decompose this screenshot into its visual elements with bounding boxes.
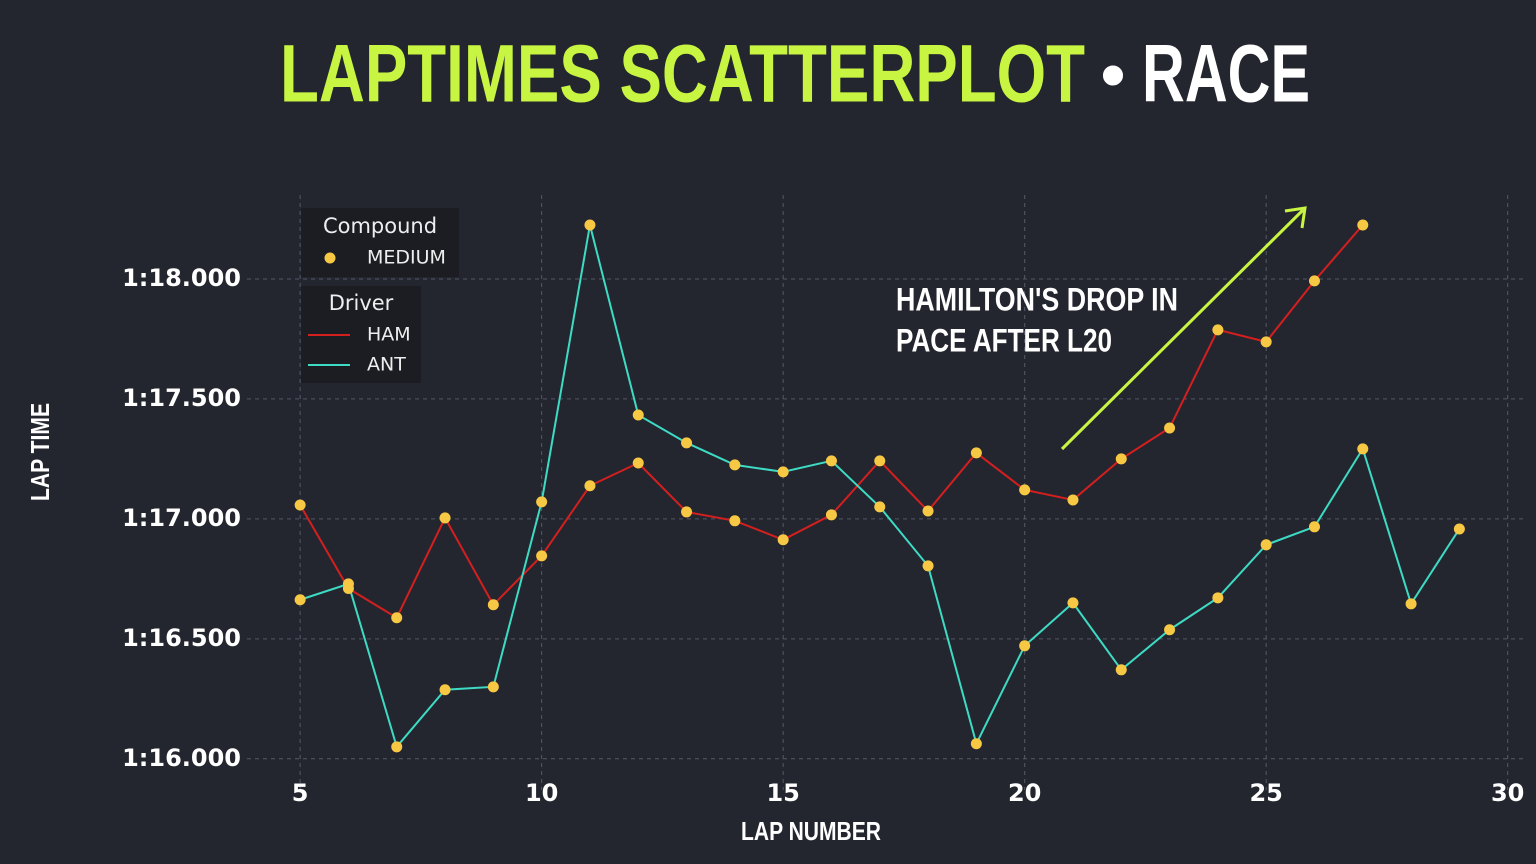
title-separator: • <box>1101 35 1126 113</box>
point <box>391 612 403 624</box>
point <box>632 457 644 469</box>
point <box>874 455 886 467</box>
point <box>487 599 499 611</box>
x-tick-label: 5 <box>292 779 309 807</box>
point <box>439 512 451 524</box>
point <box>536 496 548 508</box>
x-axis-label: LAP NUMBER <box>741 816 881 846</box>
point <box>729 515 741 527</box>
x-tick-label: 15 <box>766 779 799 807</box>
point <box>1115 664 1127 676</box>
y-tick-label: 1:16.000 <box>122 744 241 772</box>
point <box>1357 219 1369 231</box>
legend-title: Compound <box>323 214 437 238</box>
legend: Compound MEDIUM Driver HAM ANT <box>301 208 459 383</box>
point <box>1164 624 1176 636</box>
x-tick-label: 20 <box>1008 779 1041 807</box>
point <box>536 550 548 562</box>
point <box>632 409 644 421</box>
point <box>1019 484 1031 496</box>
point <box>294 499 306 511</box>
legend-box <box>301 208 459 277</box>
point <box>1115 453 1127 465</box>
point <box>1357 443 1369 455</box>
point <box>1308 275 1320 287</box>
x-tick-label: 30 <box>1491 779 1524 807</box>
point <box>681 437 693 449</box>
point <box>1260 336 1272 348</box>
point <box>922 505 934 517</box>
point <box>342 578 354 590</box>
point <box>874 501 886 513</box>
point <box>825 509 837 521</box>
point <box>584 480 596 492</box>
grid: 5 10 15 20 25 30 1:16.000 1:16.500 1:17.000 1:17.… <box>122 195 1527 807</box>
legend-label: ANT <box>367 354 406 376</box>
plot <box>294 219 1465 753</box>
y-tick-label: 1:18.000 <box>122 264 241 292</box>
point <box>294 594 306 606</box>
legend-label: MEDIUM <box>367 247 446 269</box>
point <box>1212 324 1224 336</box>
point <box>1019 640 1031 652</box>
point <box>1067 494 1079 506</box>
point <box>439 684 451 696</box>
legend-title: Driver <box>329 291 394 315</box>
y-tick-label: 1:17.500 <box>122 384 241 412</box>
point <box>1260 539 1272 551</box>
point <box>777 534 789 546</box>
point <box>391 741 403 753</box>
annotation: HAMILTON'S DROP IN <box>896 281 1178 317</box>
point <box>1212 592 1224 604</box>
legend-label: HAM <box>367 324 411 346</box>
x-tick-label: 10 <box>525 779 558 807</box>
annotation: PACE AFTER L20 <box>896 322 1112 358</box>
point <box>1405 598 1417 610</box>
chart-subtitle: RACE <box>1142 29 1310 120</box>
y-tick-label: 1:16.500 <box>122 624 241 652</box>
point <box>729 459 741 471</box>
point <box>584 219 596 231</box>
arrow-head <box>1284 206 1307 229</box>
legend-items: HAM ANT <box>308 324 411 376</box>
point <box>777 466 789 478</box>
point <box>1164 422 1176 434</box>
point <box>1067 597 1079 609</box>
point <box>1453 523 1465 535</box>
point <box>970 447 982 459</box>
point <box>825 455 837 467</box>
annotation-arrow <box>1060 208 1305 451</box>
y-tick-label: 1:17.000 <box>122 504 241 532</box>
point <box>681 506 693 518</box>
point <box>1308 521 1320 533</box>
legend-marker <box>324 252 336 264</box>
point <box>922 560 934 572</box>
y-axis-label: LAP TIME <box>25 403 55 501</box>
point <box>487 681 499 693</box>
chart-title: LAPTIMES SCATTERPLOT <box>280 29 1085 120</box>
x-tick-label: 25 <box>1249 779 1282 807</box>
point <box>970 738 982 750</box>
